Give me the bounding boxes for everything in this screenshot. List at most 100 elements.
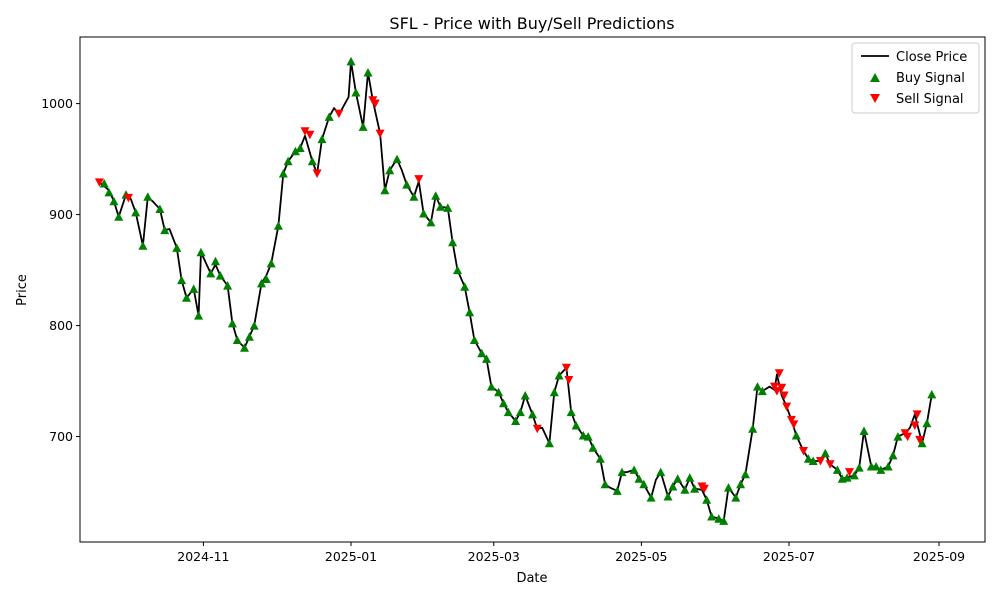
buy-signal-marker xyxy=(634,474,644,483)
chart-title: SFL - Price with Buy/Sell Predictions xyxy=(389,14,674,33)
x-tick-label: 2025-03 xyxy=(468,549,520,564)
buy-signal-marker xyxy=(426,217,436,227)
legend-label-close: Close Price xyxy=(896,50,967,65)
buy-signal-markers xyxy=(99,56,937,525)
buy-signal-marker xyxy=(685,473,695,482)
buy-signal-marker xyxy=(143,192,153,201)
y-tick-label: 1000 xyxy=(41,96,73,111)
buy-signal-marker xyxy=(215,271,225,280)
sell-signal-marker xyxy=(300,127,310,136)
buy-signal-marker xyxy=(883,462,893,471)
buy-signal-marker xyxy=(854,463,864,472)
buy-signal-marker xyxy=(629,465,639,474)
x-tick-label: 2024-11 xyxy=(177,549,229,564)
buy-signal-marker xyxy=(266,258,276,268)
buy-signal-marker xyxy=(515,407,525,417)
buy-signal-marker xyxy=(646,493,656,502)
sell-signal-marker xyxy=(375,129,385,139)
buy-signal-marker xyxy=(409,192,419,201)
buy-signal-marker xyxy=(842,473,852,482)
y-tick-label: 700 xyxy=(49,429,73,444)
sell-signal-marker xyxy=(789,420,799,429)
sell-signal-marker xyxy=(94,178,104,187)
sell-signal-marker xyxy=(305,130,315,140)
buy-signal-marker xyxy=(673,474,683,483)
buy-signal-marker xyxy=(240,343,249,352)
y-axis-label: Price xyxy=(15,274,30,306)
buy-signal-marker xyxy=(736,479,746,489)
sell-signal-marker xyxy=(561,363,571,373)
x-tick-label: 2025-01 xyxy=(325,549,377,564)
buy-signal-marker xyxy=(639,479,649,489)
buy-signal-marker xyxy=(261,274,271,283)
buy-signal-marker xyxy=(196,247,206,257)
buy-signal-marker xyxy=(588,443,598,452)
buy-signal-marker xyxy=(680,485,690,494)
buy-signal-marker xyxy=(232,335,242,344)
buy-signal-marker xyxy=(714,514,724,523)
buy-signal-marker xyxy=(477,348,487,358)
sell-signal-marker xyxy=(779,391,789,400)
buy-signal-marker xyxy=(511,416,521,425)
buy-signal-marker xyxy=(448,237,458,247)
buy-signal-marker xyxy=(482,354,491,363)
legend-box xyxy=(851,42,980,114)
buy-signal-marker xyxy=(876,465,886,474)
buy-signal-marker xyxy=(104,187,114,197)
buy-signal-marker xyxy=(244,332,254,341)
buy-signal-marker xyxy=(503,407,513,417)
buy-signal-marker xyxy=(494,387,504,397)
sell-signal-marker xyxy=(334,109,344,119)
buy-signal-marker xyxy=(380,185,390,195)
series-layer xyxy=(94,56,937,525)
x-axis-label: Date xyxy=(516,571,547,586)
sell-signal-marker xyxy=(370,99,380,109)
sell-signal-marker xyxy=(825,460,835,469)
sell-signal-marker xyxy=(777,383,787,393)
legend-label-sell: Sell Signal xyxy=(896,92,964,107)
buy-signal-marker xyxy=(206,268,216,278)
buy-signal-marker xyxy=(385,165,395,175)
buy-signal-marker xyxy=(859,426,869,435)
buy-signal-marker xyxy=(295,143,305,152)
buy-signal-marker xyxy=(392,154,402,164)
legend: Close Price Buy Signal Sell Signal xyxy=(851,42,980,114)
buy-signal-marker xyxy=(172,243,182,252)
buy-signal-marker xyxy=(223,281,233,290)
buy-signal-marker xyxy=(351,88,361,97)
legend-label-buy: Buy Signal xyxy=(896,71,965,86)
buy-signal-marker xyxy=(194,311,204,320)
sell-signal-marker xyxy=(414,175,424,184)
buy-signal-marker xyxy=(317,134,327,144)
buy-signal-marker xyxy=(690,484,700,493)
buy-signal-marker xyxy=(307,156,317,166)
sell-signal-marker xyxy=(816,457,825,466)
buy-signal-marker xyxy=(460,282,470,291)
sell-signal-marker xyxy=(123,193,133,203)
buy-signal-marker xyxy=(431,191,441,200)
buy-signal-marker xyxy=(663,492,673,501)
buy-signal-marker xyxy=(182,293,191,302)
sell-signal-marker xyxy=(774,369,784,378)
buy-signal-marker xyxy=(227,318,237,328)
buy-signal-marker xyxy=(177,275,187,285)
buy-signal-marker xyxy=(436,202,445,211)
x-tick-label: 2025-09 xyxy=(913,549,965,564)
buy-signal-marker xyxy=(753,382,762,391)
sell-signal-marker xyxy=(910,421,920,430)
buy-signal-marker xyxy=(668,482,678,491)
buy-signal-marker xyxy=(731,493,741,502)
buy-signal-marker xyxy=(707,512,717,521)
buy-signal-marker xyxy=(803,454,813,463)
buy-signal-marker xyxy=(927,389,937,399)
buy-signal-marker xyxy=(600,479,610,489)
buy-signal-marker xyxy=(99,179,109,188)
buy-signal-marker xyxy=(702,495,712,504)
buy-signal-marker xyxy=(486,382,496,391)
buy-signal-marker xyxy=(363,68,373,77)
y-tick-label: 800 xyxy=(49,318,73,333)
buy-signal-marker xyxy=(453,265,462,275)
buy-signal-marker xyxy=(358,122,368,131)
